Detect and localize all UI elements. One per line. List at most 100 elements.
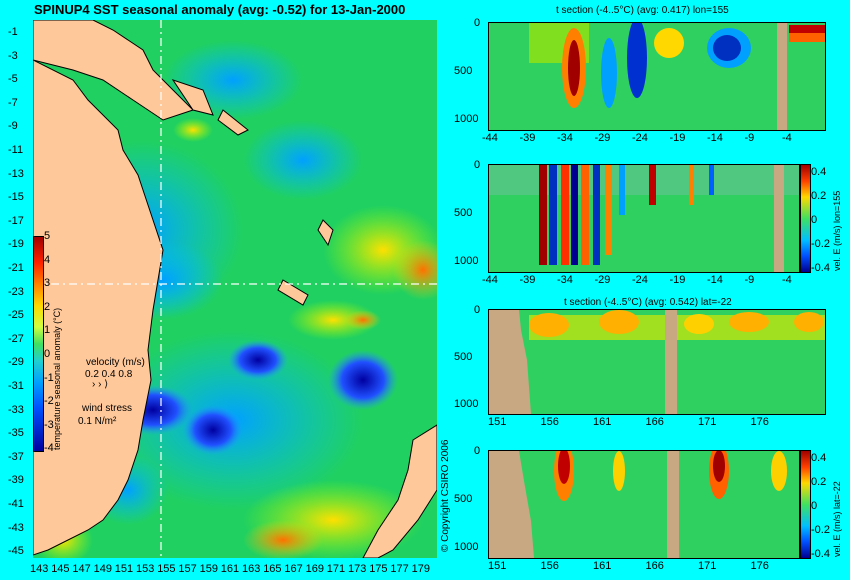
map-colorbar-tick: 4 [44, 253, 51, 266]
map-colorbar-tick: 2 [44, 300, 51, 313]
section-4-x-tick: 156 [540, 560, 559, 572]
section-4-y-tick: 500 [454, 493, 473, 506]
lon-tick-label: 167 [284, 563, 303, 575]
section-3-x-tick: 166 [645, 416, 664, 428]
section-4-x-tick: 166 [645, 560, 664, 572]
lat-tick-label: -41 [8, 498, 24, 510]
lat-tick-label: -35 [8, 427, 24, 440]
map-colorbar [33, 236, 44, 452]
map-colorbar-tick: -3 [44, 418, 54, 431]
section-1-x-tick: -39 [519, 132, 536, 144]
section-1-canvas [489, 23, 825, 130]
lon-tick-label: 147 [72, 563, 91, 575]
section-2-x-tick: -19 [669, 274, 686, 286]
section-4-y-tick: 0 [474, 445, 481, 457]
section-2-x-tick: -14 [707, 274, 723, 286]
lat-tick-label: -31 [8, 380, 24, 392]
section-1-x-tick: -9 [744, 132, 755, 144]
section-2-y-tick: 1000 [454, 255, 479, 268]
map-colorbar-tick: -4 [44, 442, 54, 455]
velocity-legend-title: velocity (m/s) [86, 357, 145, 368]
lat-tick-label: -17 [8, 214, 24, 227]
section-1-plot[interactable] [488, 22, 826, 131]
section-3-y-tick: 0 [474, 304, 481, 316]
main-title: SPINUP4 SST seasonal anomaly (avg: -0.52… [34, 2, 406, 17]
lon-tick-label: 163 [242, 563, 261, 575]
section-2-x-tick: -4 [782, 274, 792, 286]
lat-tick-label: -25 [8, 309, 24, 322]
lon-tick-label: 151 [114, 563, 134, 575]
section-1-x-tick: -44 [482, 132, 498, 144]
section-3-y-tick: 500 [454, 350, 473, 363]
section-2-canvas [489, 165, 799, 272]
velocity-legend-arrows: › › ⟩ [92, 379, 109, 390]
lon-tick-label: 179 [411, 563, 430, 575]
lon-tick-label: 157 [178, 563, 197, 575]
map-colorbar-tick: 5 [44, 230, 51, 242]
lat-tick-label: -15 [8, 191, 24, 204]
section-2-plot[interactable] [488, 164, 800, 273]
lat-tick-label: -5 [8, 73, 18, 86]
section-4-colorbar-tick: 0.2 [811, 476, 827, 488]
lon-tick-label: 149 [93, 563, 112, 575]
section-2-colorbar-tick: -0.2 [811, 238, 830, 250]
section-4-colorbar-tick: -0.4 [811, 548, 830, 560]
section-2-y-tick: 500 [454, 207, 473, 220]
section-1-x-tick: -19 [669, 132, 686, 144]
section-3-x-tick: 176 [750, 416, 769, 428]
section-3-title: t section (-4..5°C) (avg: 0.542) lat=-22 [564, 297, 732, 308]
map-colorbar-tick: 3 [44, 277, 51, 290]
lon-tick-label: 175 [369, 563, 388, 575]
section-3-x-tick: 171 [698, 416, 717, 428]
lon-tick-label: 153 [136, 563, 155, 575]
section-2-colorbar-tick: 0.4 [811, 166, 827, 178]
map-colorbar-label: temperature seasonal anomaly (°C) [52, 307, 62, 450]
map-colorbar-tick: -2 [44, 395, 54, 408]
map-colorbar-tick: 1 [44, 324, 51, 337]
lat-tick-label: -27 [8, 332, 24, 345]
lat-tick-label: -21 [8, 262, 24, 274]
section-1-x-tick: -24 [632, 132, 648, 144]
section-2-x-tick: -9 [744, 274, 755, 286]
section-4-x-tick: 171 [698, 560, 717, 572]
section-2-x-tick: -44 [482, 274, 498, 286]
section-2-colorbar-tick: 0.2 [811, 190, 827, 202]
section-2-x-tick: -39 [519, 274, 536, 286]
copyright-text: © Copyright CSIRO 2006 [440, 439, 451, 552]
section-1-x-tick: -34 [557, 132, 573, 144]
section-1-x-tick: -29 [594, 132, 611, 144]
section-4-canvas [489, 451, 799, 558]
lon-tick-label: 173 [348, 563, 367, 575]
section-4-x-tick: 151 [488, 560, 507, 572]
lat-tick-label: -1 [8, 26, 18, 38]
section-3-y-tick: 1000 [454, 397, 479, 410]
section-2-colorbar [800, 164, 811, 273]
section-2-colorbar-tick: 0 [811, 214, 818, 226]
section-4-plot[interactable] [488, 450, 800, 559]
lon-tick-label: 159 [199, 563, 218, 575]
wind-legend-title: wind stress [82, 403, 133, 414]
section-2-x-tick: -24 [632, 274, 648, 286]
lon-tick-label: 165 [263, 563, 282, 575]
velocity-legend-values: 0.2 0.4 0.8 [85, 369, 133, 380]
section-3-plot[interactable] [488, 309, 826, 415]
lat-tick-label: -23 [8, 285, 24, 298]
lon-tick-label: 143 [30, 563, 49, 575]
wind-legend-value: 0.1 N/m² [78, 416, 117, 427]
lat-tick-label: -11 [8, 144, 24, 156]
section-2-colorbar-label: vel. E (m/s) lon=155 [832, 190, 842, 271]
section-4-colorbar-tick: 0 [811, 500, 818, 512]
lat-tick-label: -13 [8, 167, 24, 180]
section-2-colorbar-tick: -0.4 [811, 262, 830, 274]
section-1-y-tick: 1000 [454, 113, 479, 126]
section-1-x-tick: -4 [782, 132, 792, 144]
lon-tick-label: 171 [326, 563, 346, 575]
sst-anomaly-map[interactable] [33, 20, 437, 558]
section-2-y-tick: 0 [474, 159, 481, 171]
section-4-x-tick: 161 [593, 560, 612, 572]
lat-tick-label: -37 [8, 450, 24, 463]
lat-tick-label: -19 [8, 238, 24, 251]
lon-tick-label: 169 [305, 563, 324, 575]
section-4-y-tick: 1000 [454, 541, 479, 554]
lat-tick-label: -29 [8, 356, 24, 369]
